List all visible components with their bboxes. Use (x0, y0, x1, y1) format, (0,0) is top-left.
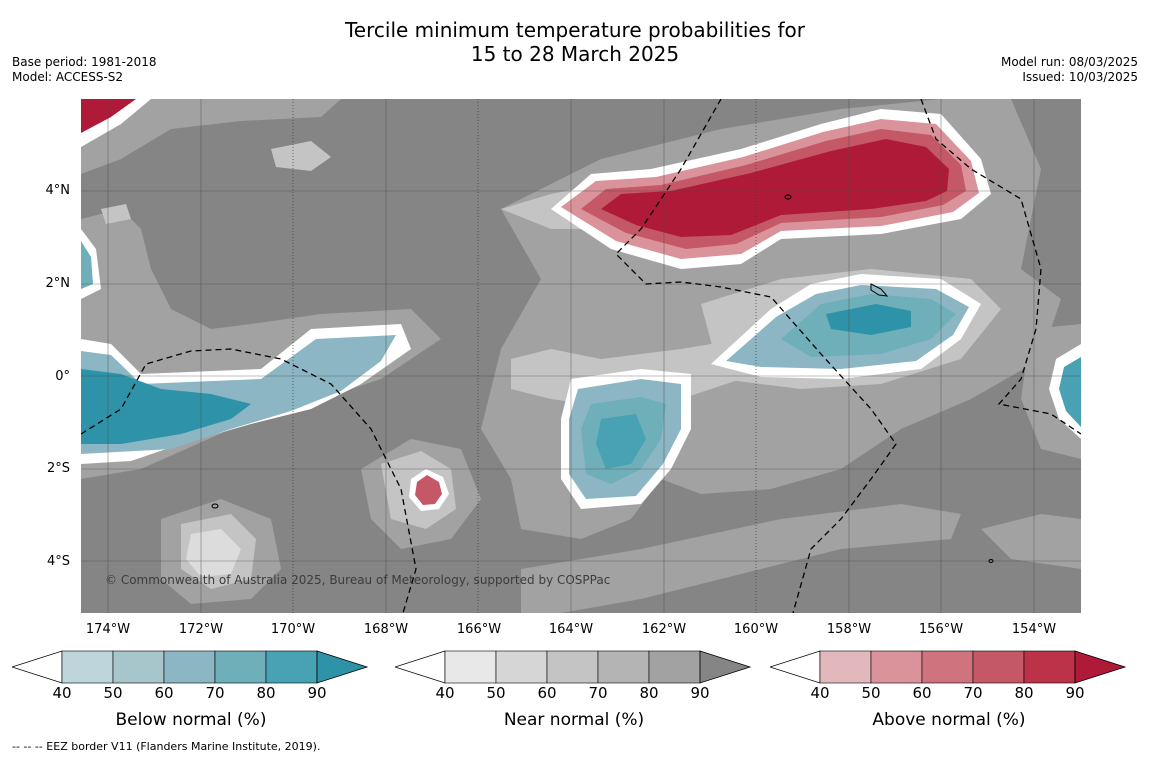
colorbar-tick-label: 90 (307, 684, 327, 702)
colorbar-tick-label: 70 (588, 684, 608, 702)
colorbar-tick-label: 40 (810, 684, 830, 702)
colorbar-segment (444, 650, 497, 684)
colorbar-segment (921, 650, 974, 684)
colorbar-tick-label: 80 (256, 684, 276, 702)
below-central-strong (596, 414, 646, 469)
eez-borders (81, 99, 1081, 613)
lon-label-172w: 172°W (178, 622, 224, 637)
colorbar-tick-label: 50 (861, 684, 881, 702)
island-2 (870, 283, 889, 297)
colorbar-segment (546, 650, 599, 684)
near-band-south (521, 504, 961, 613)
colorbar-segment (61, 650, 114, 684)
colorbar-tick-label: 90 (1065, 684, 1085, 702)
above-normal-regions (81, 99, 991, 511)
below-east-strong (826, 304, 911, 335)
grid-lines (81, 99, 1081, 613)
issued-date: Issued: 10/03/2025 (1022, 70, 1138, 84)
eez-footnote: -- -- -- EEZ border V11 (Flanders Marine… (12, 740, 321, 753)
title-line-2: 15 to 28 March 2025 (470, 42, 680, 66)
lon-label-156w: 156°W (918, 622, 964, 637)
colorbar-above (770, 650, 1127, 684)
colorbar-below (12, 650, 369, 684)
colorbar-tick-label: 60 (537, 684, 557, 702)
colorbar-tick-label: 40 (435, 684, 455, 702)
island-3 (211, 503, 219, 509)
colorbar-segment (597, 650, 650, 684)
lat-label-4n: 4°N (45, 183, 71, 198)
above-small-fill (415, 475, 442, 505)
colorbar-tick-label: 70 (963, 684, 983, 702)
lat-label-2s: 2°S (46, 461, 70, 476)
lon-label-162w: 162°W (641, 622, 687, 637)
colorbar-below-title: Below normal (%) (115, 710, 267, 730)
probability-map: © Commonwealth of Australia 2025, Bureau… (81, 99, 1081, 613)
lat-label-2n: 2°N (45, 276, 71, 291)
colorbar-segment (819, 650, 872, 684)
meta-right: Model run: 08/03/2025 Issued: 10/03/2025 (1001, 55, 1138, 85)
near-band-top (81, 99, 341, 174)
colorbar-min-arrow (395, 650, 446, 684)
colorbar-max-arrow (699, 650, 752, 684)
lat-label-0: 0° (55, 369, 70, 384)
chart-title: Tercile minimum temperature probabilitie… (0, 18, 1150, 66)
colorbar-segment (972, 650, 1025, 684)
island-4 (988, 559, 994, 563)
model-run: Model run: 08/03/2025 (1000, 55, 1138, 69)
colorbar-segment (1023, 650, 1076, 684)
colorbar-tick-label: 90 (690, 684, 710, 702)
colorbar-segment (214, 650, 267, 684)
title-line-1: Tercile minimum temperature probabilitie… (344, 18, 806, 42)
lon-label-154w: 154°W (1011, 622, 1057, 637)
lon-label-164w: 164°W (548, 622, 594, 637)
base-period: Base period: 1981-2018 (12, 55, 157, 69)
colorbar-tick-label: 80 (639, 684, 659, 702)
lon-label-170w: 170°W (270, 622, 316, 637)
above-north-strong (601, 139, 949, 237)
below-far-east-fill (1059, 357, 1081, 427)
colorbar-segment (265, 650, 318, 684)
colorbar-segment (112, 650, 165, 684)
copyright-notice: © Commonwealth of Australia 2025, Bureau… (105, 573, 610, 587)
islands (211, 194, 994, 563)
colorbar-near (395, 650, 752, 684)
colorbar-above-title: Above normal (%) (872, 710, 1026, 730)
below-normal-regions (81, 229, 1081, 509)
above-top-left-fill (81, 99, 136, 133)
colorbar-tick-label: 50 (103, 684, 123, 702)
below-west-top-fill (81, 241, 93, 289)
lon-label-174w: 174°W (85, 622, 131, 637)
lon-label-168w: 168°W (363, 622, 409, 637)
near-band-se (981, 514, 1081, 569)
colorbar-segment (495, 650, 548, 684)
colorbar-max-arrow (316, 650, 369, 684)
colorbar-tick-label: 60 (154, 684, 174, 702)
model-name: Model: ACCESS-S2 (12, 70, 124, 84)
colorbar-tick-label: 50 (486, 684, 506, 702)
island-1 (784, 194, 792, 200)
colorbar-min-arrow (12, 650, 63, 684)
lon-label-158w: 158°W (826, 622, 872, 637)
below-west-strong (81, 369, 251, 444)
colorbar-tick-label: 80 (1014, 684, 1034, 702)
lat-label-4s: 4°S (46, 554, 70, 569)
colorbar-near-title: Near normal (%) (503, 710, 645, 730)
colorbar-segment (163, 650, 216, 684)
colorbar-min-arrow (770, 650, 821, 684)
colorbar-tick-label: 40 (52, 684, 72, 702)
meta-left: Base period: 1981-2018 Model: ACCESS-S2 (12, 55, 157, 85)
colorbar-tick-label: 60 (912, 684, 932, 702)
colorbar-segment (870, 650, 923, 684)
colorbar-tick-label: 70 (205, 684, 225, 702)
lon-label-160w: 160°W (733, 622, 779, 637)
lon-label-166w: 166°W (456, 622, 502, 637)
colorbar-max-arrow (1074, 650, 1127, 684)
colorbar-segment (648, 650, 701, 684)
